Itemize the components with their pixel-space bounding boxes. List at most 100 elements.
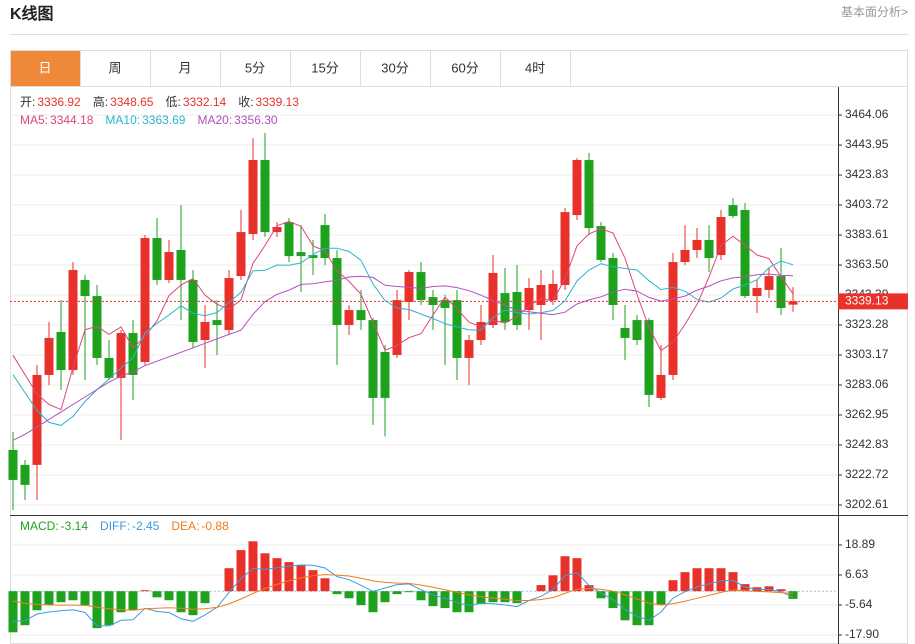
y-tick-label: 3303.17 xyxy=(845,347,889,361)
macd-bar xyxy=(188,591,198,616)
y-tick-label: 3242.83 xyxy=(845,437,889,451)
macd-bar xyxy=(140,590,150,592)
candle-body xyxy=(308,255,318,259)
macd-bar xyxy=(656,591,666,606)
candle-body xyxy=(92,296,102,358)
candle-body xyxy=(584,160,594,229)
tab-label[interactable]: 4时 xyxy=(525,60,545,75)
legend-label: MA10: xyxy=(105,113,140,127)
tab-label[interactable]: 60分 xyxy=(451,60,478,75)
tab-label[interactable]: 周 xyxy=(108,60,121,75)
macd-bar xyxy=(68,591,78,601)
tab[interactable] xyxy=(10,50,81,87)
tab[interactable] xyxy=(80,50,151,87)
y-tick-label: 3262.95 xyxy=(845,407,889,421)
last-price-label: 3339.13 xyxy=(845,294,889,308)
tab[interactable] xyxy=(500,50,571,87)
candle-body xyxy=(500,293,510,323)
tab-label[interactable]: 月 xyxy=(178,60,191,75)
macd-bar xyxy=(344,591,354,599)
candle-body xyxy=(272,227,282,233)
candle-body xyxy=(704,239,714,259)
candle-body xyxy=(752,288,762,297)
macd-bar xyxy=(668,580,678,592)
candle-body xyxy=(608,258,618,306)
candle-body xyxy=(8,449,18,480)
tab[interactable] xyxy=(290,50,361,87)
macd-bar xyxy=(488,591,498,603)
candle-body xyxy=(44,337,54,375)
legend-label: 开: xyxy=(20,95,35,109)
candle-body xyxy=(320,225,330,259)
candle-body xyxy=(140,238,150,362)
tab-label[interactable]: 30分 xyxy=(381,60,408,75)
tab-label[interactable]: 日 xyxy=(38,60,51,75)
legend-label: MA20: xyxy=(197,113,232,127)
candle-body xyxy=(440,300,450,308)
analysis-link[interactable]: 基本面分析> xyxy=(841,5,908,19)
tab-label[interactable]: 15分 xyxy=(311,60,338,75)
candle-body xyxy=(656,374,666,398)
candle-body xyxy=(620,327,630,338)
tab-label[interactable]: 5分 xyxy=(245,60,265,75)
candle-body xyxy=(248,160,258,235)
macd-bar xyxy=(176,591,186,613)
indicator-line xyxy=(12,574,794,611)
macd-bar xyxy=(32,591,42,611)
legend-label: 收: xyxy=(238,95,253,109)
y-tick-label: 6.63 xyxy=(845,567,869,581)
y-tick-label: 18.89 xyxy=(845,537,875,551)
macd-bar xyxy=(56,591,66,603)
macd-bar xyxy=(104,591,114,626)
candle-body xyxy=(68,269,78,371)
candle-body xyxy=(176,249,186,280)
candle-body xyxy=(692,239,702,250)
candle-body xyxy=(644,320,654,395)
macd-bar xyxy=(128,591,138,611)
macd-bar xyxy=(308,570,318,592)
legend-label: DIFF: xyxy=(100,519,130,533)
macd-bar xyxy=(272,558,282,592)
indicator-line xyxy=(12,564,794,627)
candle-body xyxy=(536,285,546,306)
candle-body xyxy=(476,322,486,341)
legend-label: MACD: xyxy=(20,519,59,533)
candle-body xyxy=(152,238,162,280)
indicator-line xyxy=(12,247,794,426)
candle-body xyxy=(728,205,738,216)
candle-body xyxy=(200,322,210,341)
candle-body xyxy=(188,279,198,342)
y-tick-label: 3403.72 xyxy=(845,197,889,211)
candle-body xyxy=(764,276,774,290)
legend-value: 3332.14 xyxy=(183,95,227,109)
candle-body xyxy=(212,320,222,325)
macd-bar xyxy=(740,584,750,592)
y-tick-label: 3423.83 xyxy=(845,167,889,181)
macd-bar xyxy=(716,568,726,592)
candle-body xyxy=(128,333,138,375)
macd-bar xyxy=(380,591,390,603)
legend-label: DEA: xyxy=(171,519,199,533)
macd-bar xyxy=(440,591,450,609)
macd-bar xyxy=(572,558,582,592)
candle-body xyxy=(296,252,306,257)
y-tick-label: 3222.72 xyxy=(845,467,889,481)
macd-bar xyxy=(164,591,174,601)
candle-body xyxy=(596,226,606,260)
macd-bar xyxy=(536,585,546,592)
y-tick-label: 3202.61 xyxy=(845,497,889,511)
macd-bar xyxy=(512,591,522,604)
macd-bar xyxy=(788,591,798,599)
candle-body xyxy=(380,351,390,398)
y-tick-label: 3443.95 xyxy=(845,137,889,151)
legend-label: MA5: xyxy=(20,113,48,127)
y-tick-label: -5.64 xyxy=(845,597,873,611)
macd-bar xyxy=(548,575,558,592)
macd-bar xyxy=(152,591,162,598)
candle-body xyxy=(680,249,690,263)
candle-body xyxy=(356,310,366,321)
macd-bar xyxy=(116,591,126,613)
macd-bar xyxy=(392,591,402,595)
candle-body xyxy=(548,283,558,301)
macd-bar xyxy=(92,591,102,629)
